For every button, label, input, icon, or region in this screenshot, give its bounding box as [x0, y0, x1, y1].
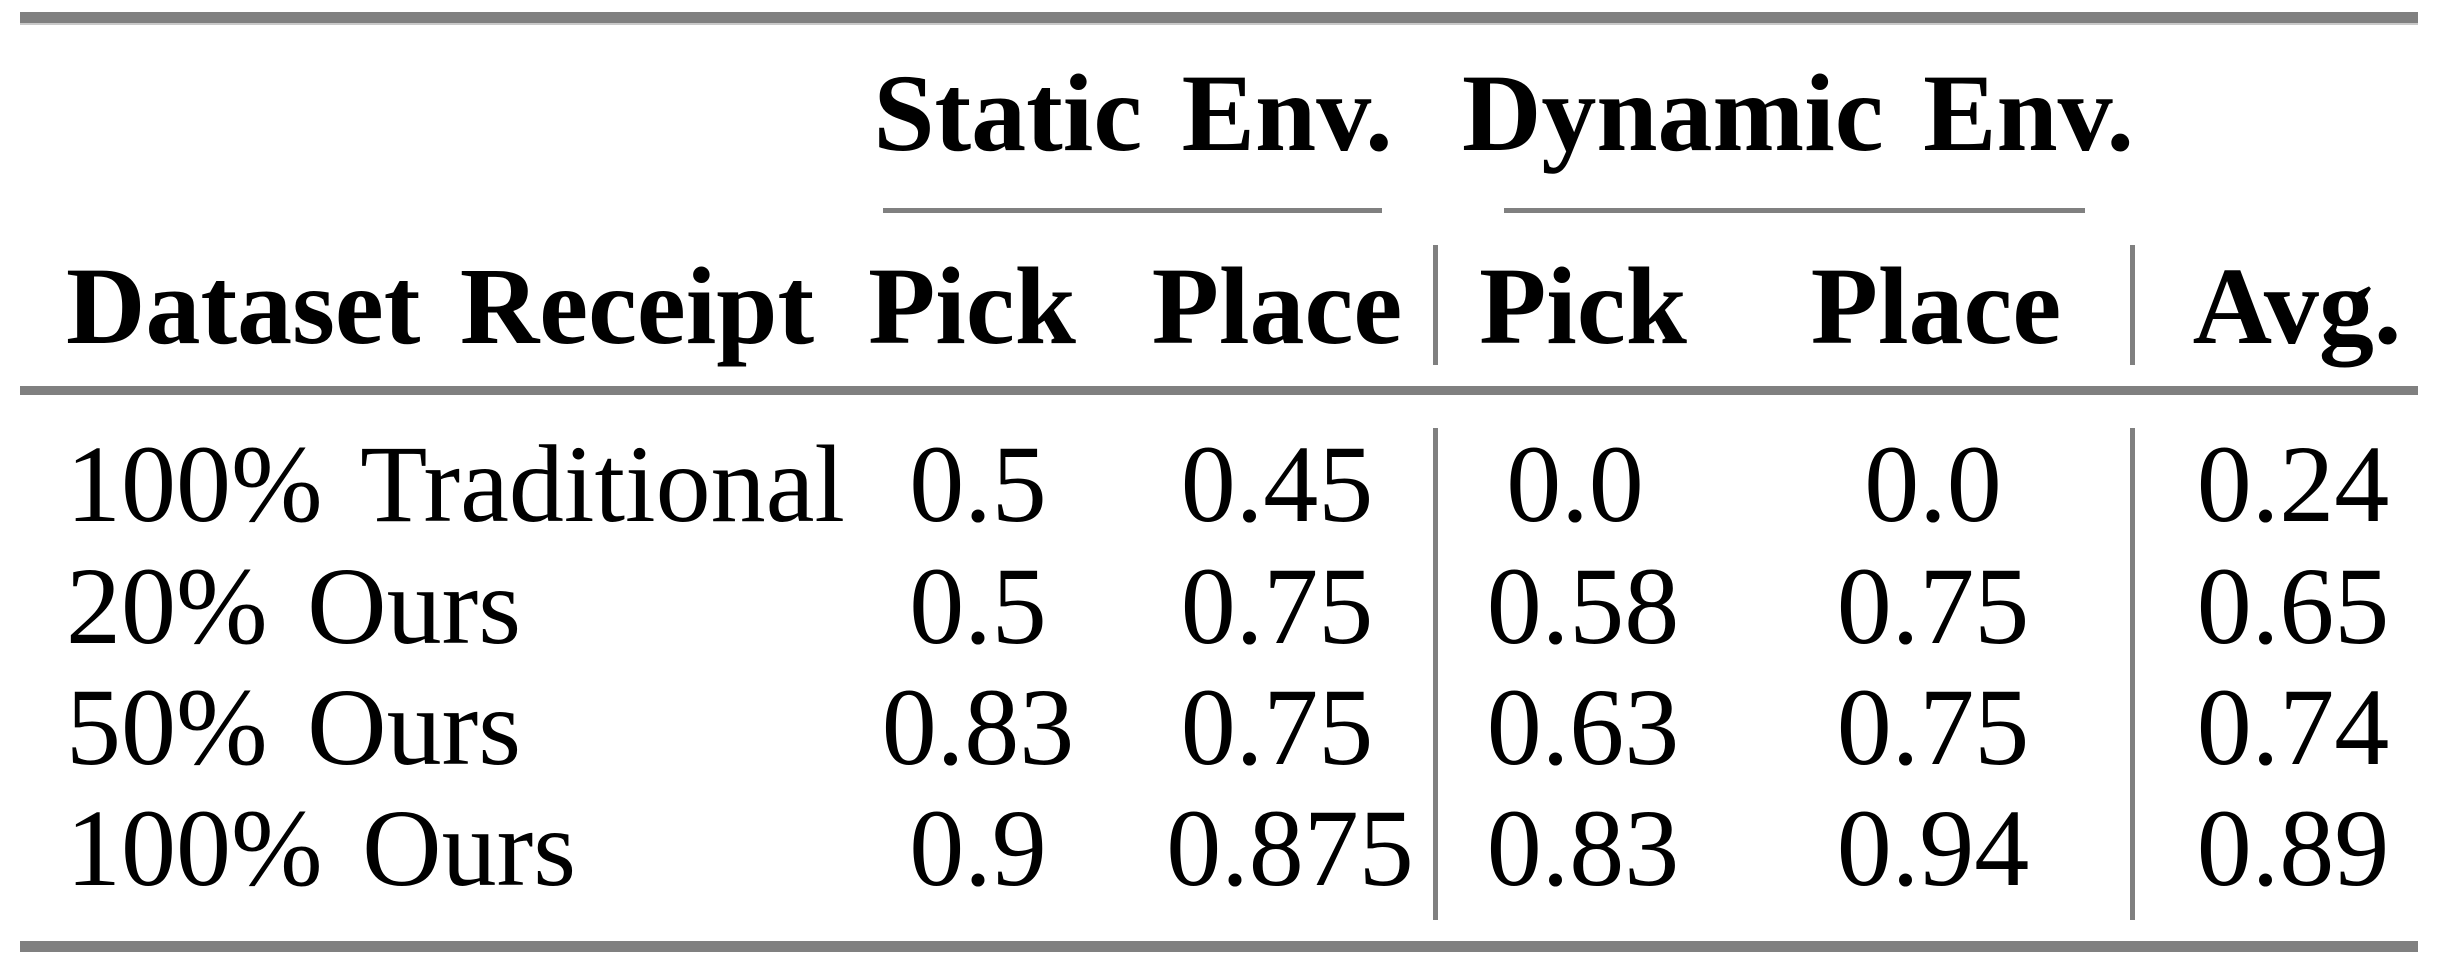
cell-avg: 0.24 — [2196, 423, 2390, 545]
cell-static-place: 0.75 — [1180, 545, 1374, 667]
cell-avg: 0.65 — [2196, 545, 2390, 667]
vertical-divider-2-upper — [2130, 245, 2135, 365]
cell-dynamic-place: 0.75 — [1836, 666, 2030, 788]
cell-avg: 0.74 — [2196, 666, 2390, 788]
cmidrule-static — [883, 208, 1382, 213]
vertical-divider-2-lower — [2130, 428, 2135, 920]
row-label: 100% Traditional — [66, 423, 845, 545]
row-label: 50% Ours — [66, 666, 522, 788]
column-header-static-pick: Pick — [868, 245, 1076, 367]
cell-dynamic-place: 0.75 — [1836, 545, 2030, 667]
cell-avg: 0.89 — [2196, 787, 2390, 909]
table-top-rule-shadow — [20, 23, 2418, 25]
group-header-dynamic-env: Dynamic Env. — [1461, 52, 2135, 174]
column-header-dynamic-pick: Pick — [1479, 245, 1687, 367]
row-label: 100% Ours — [66, 787, 577, 909]
cell-static-pick: 0.5 — [909, 545, 1047, 667]
cmidrule-dynamic — [1504, 208, 2085, 213]
cell-static-place: 0.45 — [1180, 423, 1374, 545]
vertical-divider-1-upper — [1433, 245, 1438, 365]
column-header-dataset-receipt: Dataset Receipt — [66, 245, 815, 367]
group-header-static-env: Static Env. — [873, 52, 1393, 174]
cell-dynamic-pick: 0.0 — [1506, 423, 1644, 545]
row-label: 20% Ours — [66, 545, 522, 667]
column-header-static-place: Place — [1151, 245, 1403, 367]
cell-static-pick: 0.83 — [881, 666, 1075, 788]
cell-static-place: 0.75 — [1180, 666, 1374, 788]
cell-dynamic-pick: 0.58 — [1486, 545, 1680, 667]
column-header-avg: Avg. — [2192, 245, 2402, 367]
cell-dynamic-place: 0.0 — [1864, 423, 2002, 545]
cell-static-pick: 0.9 — [909, 787, 1047, 909]
column-header-dynamic-place: Place — [1810, 245, 2062, 367]
cell-dynamic-place: 0.94 — [1836, 787, 2030, 909]
cell-static-pick: 0.5 — [909, 423, 1047, 545]
cell-static-place: 0.875 — [1166, 787, 1414, 909]
table-bottom-rule — [20, 941, 2418, 952]
cell-dynamic-pick: 0.63 — [1486, 666, 1680, 788]
cell-dynamic-pick: 0.83 — [1486, 787, 1680, 909]
vertical-divider-1-lower — [1433, 428, 1438, 920]
table-top-rule — [20, 12, 2418, 23]
table-mid-rule — [20, 386, 2418, 395]
